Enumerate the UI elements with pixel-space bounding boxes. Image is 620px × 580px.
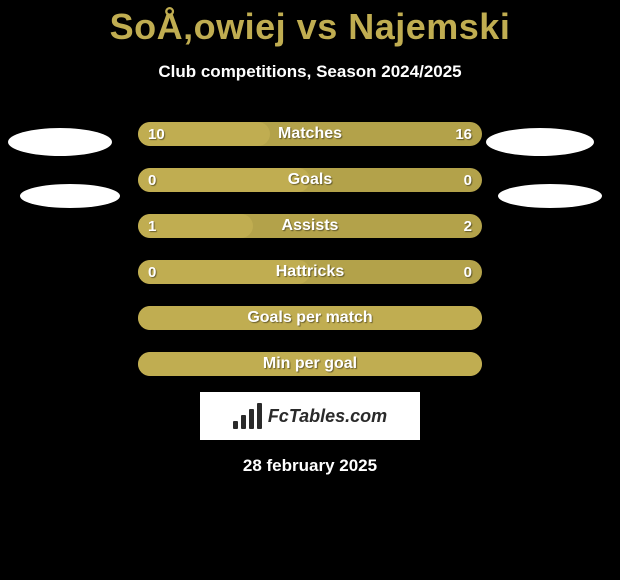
stat-overlay: 10Matches16 xyxy=(138,122,482,146)
page-title: SoÅ‚owiej vs Najemski xyxy=(0,6,620,48)
page-subtitle: Club competitions, Season 2024/2025 xyxy=(0,62,620,82)
infographic-root: SoÅ‚owiej vs Najemski Club competitions,… xyxy=(0,6,620,580)
stats-container: 10Matches160Goals01Assists20Hattricks0Go… xyxy=(138,122,482,376)
stat-overlay: Goals per match xyxy=(138,306,482,330)
stat-left-value: 0 xyxy=(148,172,170,189)
logo-bars-icon xyxy=(233,403,262,429)
stat-row: Goals per match xyxy=(138,306,482,330)
logo-text: FcTables.com xyxy=(268,406,387,427)
stat-label: Goals xyxy=(170,171,450,189)
stat-label: Hattricks xyxy=(170,263,450,281)
logo-bar xyxy=(257,403,262,429)
stat-right-value: 16 xyxy=(450,126,472,143)
logo-bar xyxy=(233,421,238,429)
stat-right-value: 0 xyxy=(450,264,472,281)
stat-left-value: 0 xyxy=(148,264,170,281)
stat-left-value: 10 xyxy=(148,126,170,143)
stat-label: Goals per match xyxy=(170,309,450,327)
shadow-oval xyxy=(8,128,112,156)
fctables-logo: FcTables.com xyxy=(200,392,420,440)
stat-overlay: Min per goal xyxy=(138,352,482,376)
logo-bar xyxy=(241,415,246,429)
shadow-oval xyxy=(20,184,120,208)
shadow-oval xyxy=(498,184,602,208)
stat-right-value: 0 xyxy=(450,172,472,189)
stat-right-value: 2 xyxy=(450,218,472,235)
stat-label: Min per goal xyxy=(170,355,450,373)
stat-row: 1Assists2 xyxy=(138,214,482,238)
stat-row: 0Hattricks0 xyxy=(138,260,482,284)
stat-label: Assists xyxy=(170,217,450,235)
stat-left-value: 1 xyxy=(148,218,170,235)
stat-overlay: 0Goals0 xyxy=(138,168,482,192)
shadow-oval xyxy=(486,128,594,156)
stat-overlay: 1Assists2 xyxy=(138,214,482,238)
stat-row: 0Goals0 xyxy=(138,168,482,192)
stat-row: 10Matches16 xyxy=(138,122,482,146)
stat-overlay: 0Hattricks0 xyxy=(138,260,482,284)
stat-label: Matches xyxy=(170,125,450,143)
stat-row: Min per goal xyxy=(138,352,482,376)
date-line: 28 february 2025 xyxy=(0,456,620,476)
logo-bar xyxy=(249,409,254,429)
